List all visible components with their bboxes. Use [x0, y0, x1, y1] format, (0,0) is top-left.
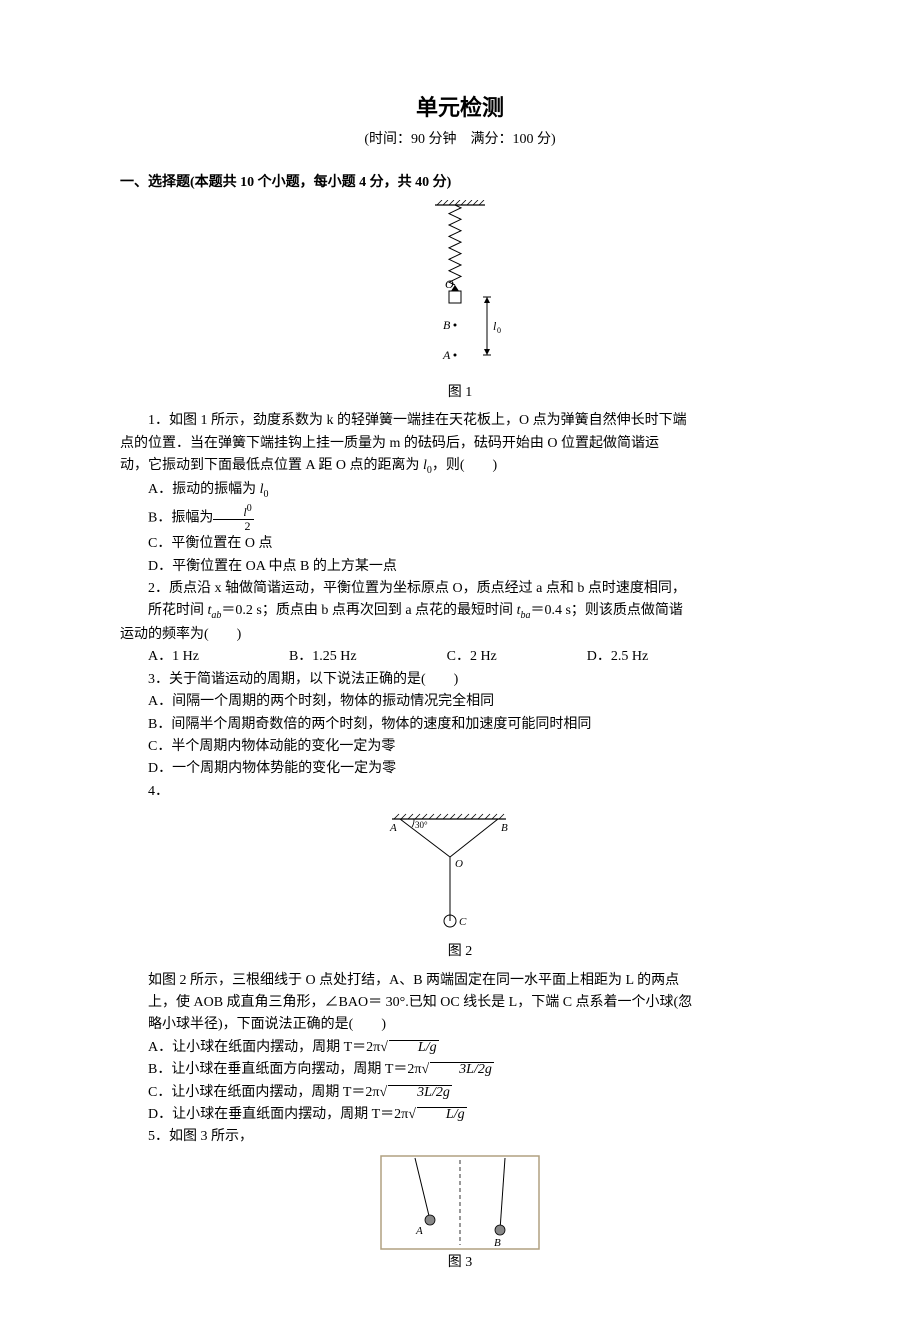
q2-line2: 所花时间 tab＝0.2 s；质点由 b 点再次回到 a 点花的最短时间 tba… [120, 600, 800, 624]
q2-option-d: D．2.5 Hz [587, 646, 648, 668]
q3-option-c: C．半个周期内物体动能的变化一定为零 [120, 736, 800, 758]
figure-3: A B 图 3 [120, 1155, 800, 1274]
q3-option-a: A．间隔一个周期的两个时刻，物体的振动情况完全相同 [120, 691, 800, 713]
svg-text:A: A [415, 1225, 423, 1237]
q3-option-b: B．间隔半个周期奇数倍的两个时刻，物体的速度和加速度可能同时相同 [120, 714, 800, 736]
page-subtitle: (时间：90 分钟 满分：100 分) [120, 129, 800, 151]
figure-1: OBAl0 图 1 [120, 200, 800, 404]
q1-line1: 1．如图 1 所示，劲度系数为 k 的轻弹簧一端挂在天花板上，O 点为弹簧自然伸… [120, 410, 800, 432]
q4-line1: 如图 2 所示，三根细线于 O 点处打结，A、B 两端固定在同一水平面上相距为 … [120, 970, 800, 992]
q2-option-b: B．1.25 Hz [289, 646, 357, 668]
question-3: 3．关于简谐运动的周期，以下说法正确的是( ) A．间隔一个周期的两个时刻，物体… [120, 669, 800, 781]
page-title: 单元检测 [120, 90, 800, 125]
q1-option-a: A．振动的振幅为 l0 [120, 479, 800, 503]
q4-option-b: B．让小球在垂直纸面方向摆动，周期 T＝2π√3L/2g [120, 1059, 800, 1081]
q2-option-c: C．2 Hz [447, 646, 497, 668]
question-1: 1．如图 1 所示，劲度系数为 k 的轻弹簧一端挂在天花板上，O 点为弹簧自然伸… [120, 410, 800, 578]
q4-line3: 略小球半径)，下面说法正确的是( ) [120, 1014, 800, 1036]
question-2: 2．质点沿 x 轴做简谐运动，平衡位置为坐标原点 O，质点经过 a 点和 b 点… [120, 578, 800, 669]
svg-text:A: A [389, 822, 397, 834]
q2-line1: 2．质点沿 x 轴做简谐运动，平衡位置为坐标原点 O，质点经过 a 点和 b 点… [120, 578, 800, 600]
svg-text:30°: 30° [415, 820, 428, 830]
svg-text:B: B [501, 822, 508, 834]
svg-text:O: O [455, 858, 463, 870]
figure-3-caption: 图 3 [120, 1252, 800, 1274]
q4-option-a: A．让小球在纸面内摆动，周期 T＝2π√L/g [120, 1037, 800, 1059]
q1-option-d: D．平衡位置在 OA 中点 B 的上方某一点 [120, 556, 800, 578]
svg-text:0: 0 [497, 326, 501, 335]
figure-2: A B O 30° C 图 2 [120, 809, 800, 963]
q1-line3: 动，它振动到下面最低点位置 A 距 O 点的距离为 l0，则( ) [120, 455, 800, 479]
svg-text:B: B [443, 318, 451, 332]
q1-option-c: C．平衡位置在 O 点 [120, 533, 800, 555]
q2-option-a: A．1 Hz [148, 646, 199, 668]
svg-text:B: B [494, 1237, 501, 1249]
section-header: 一、选择题(本题共 10 个小题，每小题 4 分，共 40 分) [120, 172, 800, 194]
figure-1-caption: 图 1 [120, 382, 800, 404]
svg-text:A: A [442, 348, 451, 362]
q2-options: A．1 Hz B．1.25 Hz C．2 Hz D．2.5 Hz [120, 646, 800, 668]
q1-option-b: B．振幅为l02 [120, 503, 800, 533]
q1-line2: 点的位置．当在弹簧下端挂钩上挂一质量为 m 的砝码后，砝码开始由 O 位置起做简… [120, 433, 800, 455]
q4-line2: 上，使 AOB 成直角三角形，∠BAO＝ 30°.已知 OC 线长是 L，下端 … [120, 992, 800, 1014]
q2-line3: 运动的频率为( ) [120, 624, 800, 646]
svg-text:C: C [459, 916, 467, 928]
q4-num: 4． [120, 781, 800, 803]
q4-option-d: D．让小球在垂直纸面内摆动，周期 T＝2π√L/g [120, 1104, 800, 1126]
q4-option-c: C．让小球在纸面内摆动，周期 T＝2π√3L/2g [120, 1082, 800, 1104]
q5-intro: 5．如图 3 所示， [120, 1126, 800, 1148]
question-5: 5．如图 3 所示， A B 图 3 [120, 1126, 800, 1274]
q3-option-d: D．一个周期内物体势能的变化一定为零 [120, 758, 800, 780]
q3-intro: 3．关于简谐运动的周期，以下说法正确的是( ) [120, 669, 800, 691]
figure-2-caption: 图 2 [120, 941, 800, 963]
question-4: 4． A B O 30° C 图 2 如图 2 所示，三根细线于 O 点处打结，A、B … [120, 781, 800, 1127]
